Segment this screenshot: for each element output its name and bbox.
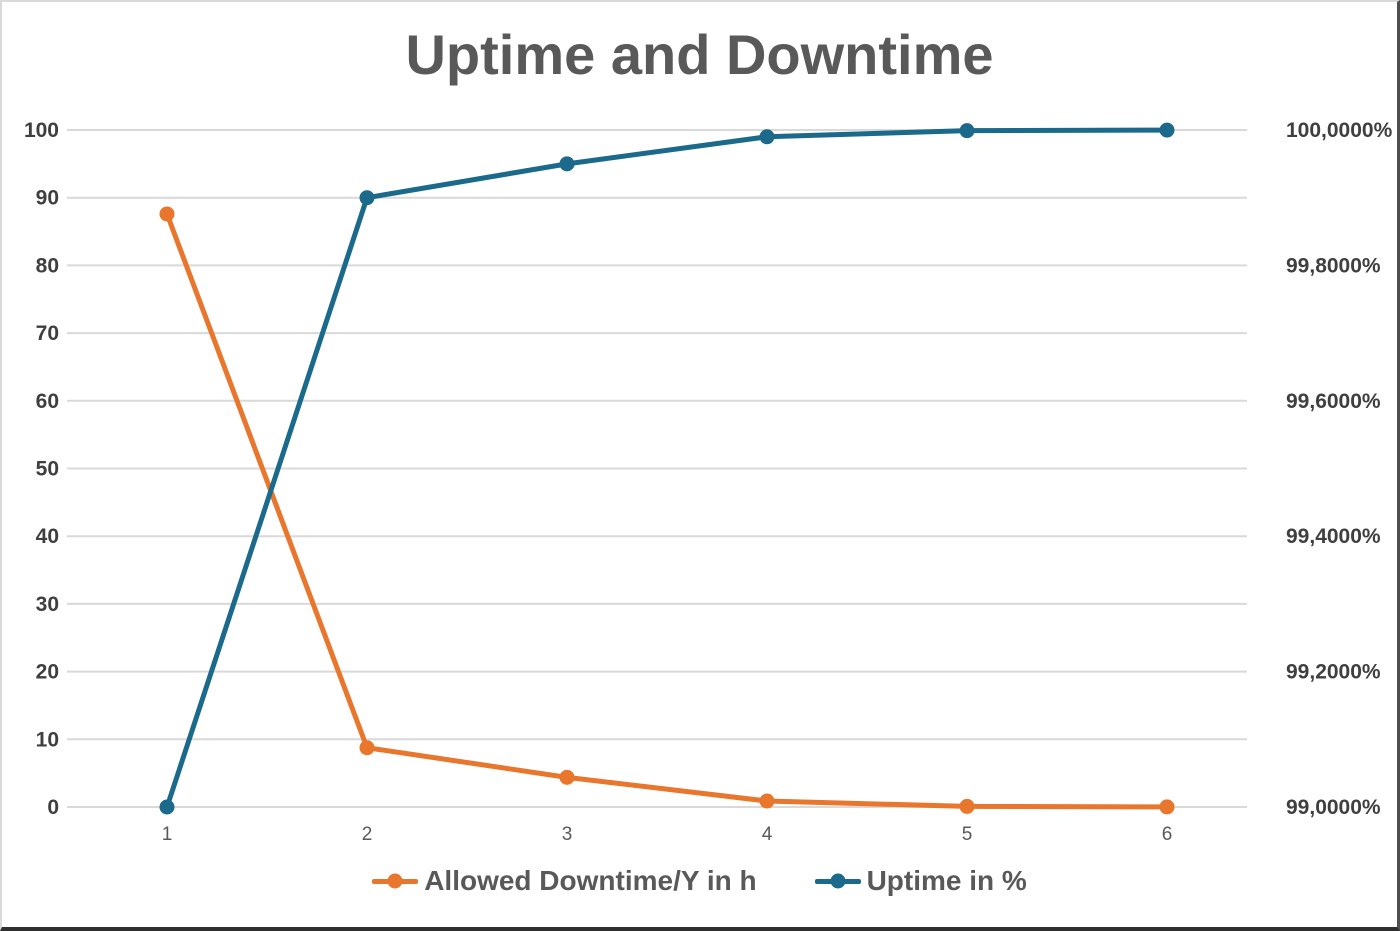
svg-text:60: 60	[36, 390, 59, 413]
legend-marker-downtime-icon	[372, 873, 419, 889]
chart-title: Uptime and Downtime	[405, 23, 994, 86]
svg-text:30: 30	[36, 593, 59, 616]
legend-item-downtime: Allowed Downtime/Y in h	[372, 865, 757, 897]
svg-text:40: 40	[36, 525, 59, 548]
legend-label-uptime: Uptime in %	[866, 865, 1027, 896]
svg-text:99,6000%: 99,6000%	[1286, 390, 1381, 413]
svg-text:5: 5	[962, 824, 973, 845]
svg-text:99,4000%: 99,4000%	[1286, 525, 1381, 548]
svg-text:99,2000%: 99,2000%	[1286, 661, 1381, 684]
svg-text:20: 20	[36, 661, 59, 684]
svg-text:99,0000%: 99,0000%	[1286, 796, 1381, 819]
svg-text:0: 0	[47, 796, 59, 819]
chart-legend: Allowed Downtime/Y in h Uptime in %	[2, 865, 1397, 897]
svg-text:100: 100	[24, 119, 59, 142]
svg-text:1: 1	[162, 824, 173, 845]
legend-marker-uptime-icon	[814, 873, 861, 889]
legend-dot-uptime-icon	[830, 873, 846, 889]
svg-text:2: 2	[362, 824, 373, 845]
svg-text:80: 80	[36, 254, 59, 277]
svg-text:10: 10	[36, 728, 59, 751]
svg-text:90: 90	[36, 187, 59, 210]
svg-text:3: 3	[562, 824, 573, 845]
legend-item-uptime: Uptime in %	[814, 865, 1027, 897]
svg-text:4: 4	[762, 824, 773, 845]
svg-text:100,0000%: 100,0000%	[1286, 119, 1393, 142]
legend-label-downtime: Allowed Downtime/Y in h	[424, 865, 757, 896]
legend-dot-downtime-icon	[387, 873, 403, 889]
svg-text:50: 50	[36, 458, 59, 481]
svg-text:99,8000%: 99,8000%	[1286, 254, 1381, 277]
svg-text:6: 6	[1162, 824, 1173, 845]
svg-text:70: 70	[36, 322, 59, 345]
